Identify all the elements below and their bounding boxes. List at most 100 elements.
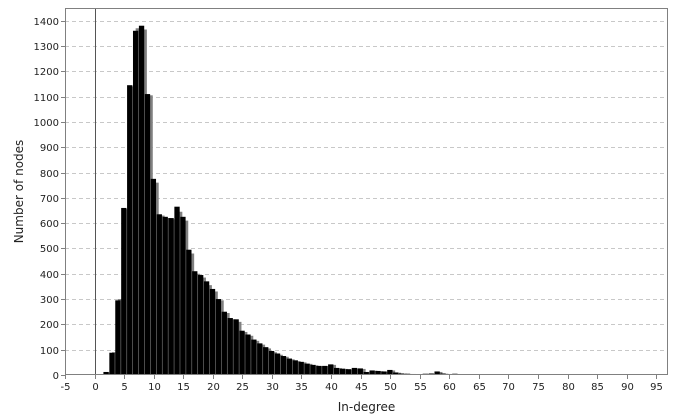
histogram-bar <box>127 85 133 376</box>
histogram-bar-back <box>342 368 348 375</box>
histogram-bar <box>103 371 109 375</box>
y-tick-label: 1300 <box>34 42 59 53</box>
histogram-bar <box>257 343 263 375</box>
histogram-bar-back <box>242 331 248 375</box>
x-tick-label: 5 <box>121 382 127 393</box>
x-tick-label: 60 <box>443 382 456 393</box>
histogram-bar-back <box>106 372 112 375</box>
x-tick-label: 55 <box>414 382 427 393</box>
histogram-bar-back <box>336 368 342 375</box>
histogram-bar-back <box>372 370 378 375</box>
histogram-bar-back <box>218 300 224 375</box>
histogram-bar <box>251 339 257 375</box>
histogram-bar-back <box>324 366 331 375</box>
x-tick-label: 65 <box>473 382 486 393</box>
histogram-bar <box>144 94 151 375</box>
y-tick-label: 900 <box>40 143 59 154</box>
histogram-bar-back <box>111 352 118 375</box>
x-tick-label: 40 <box>325 382 338 393</box>
histogram-bar-back <box>224 312 230 375</box>
histogram-bar <box>328 364 334 375</box>
y-tick-label: 600 <box>40 219 59 230</box>
histogram-bar-back <box>236 321 242 375</box>
histogram-bar <box>286 358 293 375</box>
y-tick-label: 0 <box>53 371 59 382</box>
histogram-bar-back <box>330 364 337 375</box>
histogram-bar <box>292 360 298 375</box>
histogram-bar <box>375 370 381 375</box>
histogram-bar-back <box>301 362 307 375</box>
histogram-bar <box>221 311 227 375</box>
histogram-bar <box>393 372 399 375</box>
y-tick-label: 500 <box>40 244 59 255</box>
histogram-bar-back <box>141 29 147 375</box>
histogram-bar <box>138 25 145 375</box>
histogram-bar-back <box>247 335 254 375</box>
histogram-bar-back <box>135 28 141 375</box>
y-tick-label: 400 <box>40 270 59 281</box>
y-tick-label: 100 <box>40 346 59 357</box>
x-tick-label: 35 <box>295 382 308 393</box>
histogram-bar-back <box>212 291 218 375</box>
x-tick-label: -5 <box>61 382 71 393</box>
x-tick-label: 90 <box>621 382 634 393</box>
histogram-bar-back <box>171 219 177 375</box>
histogram-bar <box>369 370 375 375</box>
y-tick-label: 1100 <box>34 93 59 104</box>
histogram-bar <box>203 281 210 375</box>
histogram-bar-back <box>194 273 201 375</box>
histogram-bar <box>192 271 198 375</box>
plot-frame <box>65 8 668 375</box>
histogram-bar <box>357 368 363 375</box>
histogram-bar-back <box>259 344 266 375</box>
histogram-bar-back <box>147 95 153 376</box>
histogram-bar-back <box>129 86 136 375</box>
x-tick-label: 0 <box>92 382 98 393</box>
x-axis-ticks: -5 0 5 10 15 20 25 30 35 40 45 50 55 60 65 70 75 80 85 90 95 <box>61 375 663 393</box>
y-tick-label: 1200 <box>34 67 59 78</box>
histogram-bar <box>310 364 316 375</box>
histogram-bar-back <box>277 354 283 375</box>
histogram-bar-back <box>165 218 171 375</box>
y-tick-label: 1400 <box>34 17 59 28</box>
histogram-bar <box>121 207 127 375</box>
x-tick-label: 75 <box>532 382 545 393</box>
histogram-bar-back <box>295 361 301 375</box>
series-front-bars <box>103 25 511 376</box>
histogram-bar-back <box>200 277 206 375</box>
histogram-bar-back <box>378 371 384 375</box>
histogram-bar <box>434 371 440 375</box>
series-back-bars <box>106 28 514 376</box>
histogram-bar <box>132 30 139 376</box>
histogram-bar <box>345 369 352 375</box>
histogram-bar <box>156 214 162 375</box>
histogram-bar-back <box>354 368 360 375</box>
histogram-bar-back <box>206 285 212 375</box>
y-tick-label: 700 <box>40 194 59 205</box>
x-axis-title: In-degree <box>338 400 396 414</box>
histogram-bar <box>298 361 304 375</box>
histogram-bar-back <box>153 182 159 375</box>
histogram-bar-back <box>123 209 130 375</box>
histogram-bar <box>333 367 340 375</box>
histogram-bar-back <box>182 220 189 375</box>
histogram-bar-back <box>159 215 165 375</box>
histogram-bar <box>209 288 216 375</box>
x-tick-label: 45 <box>355 382 368 393</box>
histogram-bar <box>268 350 275 375</box>
histogram-bar <box>115 300 121 375</box>
histogram-bar <box>387 369 393 375</box>
histogram-bar-back <box>389 370 396 375</box>
histogram-bar-back <box>188 253 195 375</box>
histogram-bar <box>109 352 115 375</box>
histogram-bar <box>150 178 157 375</box>
y-axis-title: Number of nodes <box>12 140 26 244</box>
histogram-bar <box>233 319 239 375</box>
y-tick-label: 300 <box>40 295 59 306</box>
histogram-bar-back <box>307 363 313 375</box>
histogram-bar <box>363 371 369 375</box>
histogram-bar <box>180 216 186 375</box>
x-tick-label: 50 <box>384 382 397 393</box>
x-tick-label: 95 <box>650 382 663 393</box>
